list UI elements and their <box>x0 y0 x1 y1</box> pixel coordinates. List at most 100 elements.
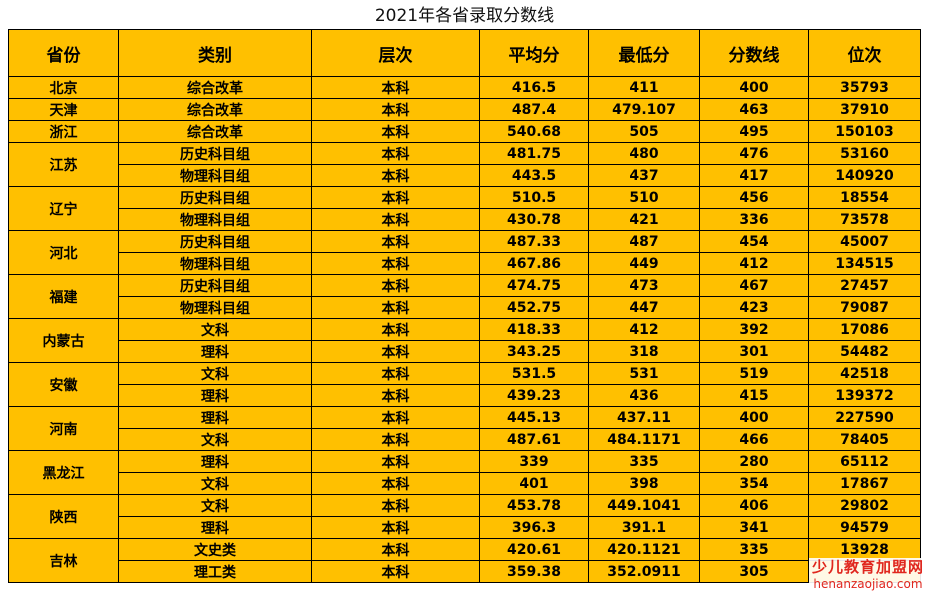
column-header-level: 层次 <box>311 29 480 77</box>
average-score-cell: 467.86 <box>479 252 589 275</box>
watermark-text: 少儿教育加盟网 <box>811 558 924 576</box>
minimum-score-cell: 487 <box>588 230 700 253</box>
average-score-cell: 474.75 <box>479 274 589 297</box>
table-row: 北京 综合改革 本科 416.5 411 400 35793 <box>8 76 921 99</box>
minimum-score-cell: 449 <box>588 252 700 275</box>
minimum-score-cell: 480 <box>588 142 700 165</box>
cutoff-line-cell: 519 <box>699 362 809 385</box>
category-cell: 文科 <box>118 494 312 517</box>
province-cell: 内蒙古 <box>8 318 119 363</box>
province-cell: 黑龙江 <box>8 450 119 495</box>
category-cell: 历史科目组 <box>118 230 312 253</box>
site-watermark: 少儿教育加盟网 henanzaojiao.com <box>809 558 927 594</box>
category-cell: 理工类 <box>118 560 312 583</box>
cutoff-line-cell: 335 <box>699 538 809 561</box>
category-cell: 理科 <box>118 516 312 539</box>
table-row: 福建 历史科目组 本科 474.75 473 467 27457 <box>8 274 921 319</box>
level-cell: 本科 <box>311 362 480 385</box>
cutoff-line-cell: 400 <box>699 406 809 429</box>
level-cell: 本科 <box>311 450 480 473</box>
province-cell: 辽宁 <box>8 186 119 231</box>
column-header-category: 类别 <box>118 29 312 77</box>
cutoff-line-cell: 476 <box>699 142 809 165</box>
average-score-cell: 339 <box>479 450 589 473</box>
rank-cell: 78405 <box>808 428 921 451</box>
category-cell: 历史科目组 <box>118 142 312 165</box>
cutoff-line-cell: 466 <box>699 428 809 451</box>
province-cell: 吉林 <box>8 538 119 583</box>
minimum-score-cell: 411 <box>588 76 700 99</box>
column-header-minimum-score: 最低分 <box>588 29 700 77</box>
cutoff-line-cell: 280 <box>699 450 809 473</box>
table-row: 文科 本科 401 398 354 17867 <box>9 472 921 495</box>
cutoff-line-cell: 400 <box>699 76 809 99</box>
minimum-score-cell: 318 <box>588 340 700 363</box>
cutoff-line-cell: 415 <box>699 384 809 407</box>
cutoff-line-cell: 392 <box>699 318 809 341</box>
average-score-cell: 359.38 <box>479 560 589 583</box>
minimum-score-cell: 436 <box>588 384 700 407</box>
province-cell: 天津 <box>8 98 119 121</box>
average-score-cell: 540.68 <box>479 120 589 143</box>
cutoff-line-cell: 354 <box>699 472 809 495</box>
province-cell: 浙江 <box>8 120 119 143</box>
level-cell: 本科 <box>311 208 480 231</box>
average-score-cell: 510.5 <box>479 186 589 209</box>
watermark-url: henanzaojiao.com <box>813 577 923 591</box>
table-row: 吉林 文史类 本科 420.61 420.1121 335 13928 <box>8 538 921 583</box>
cutoff-line-cell: 456 <box>699 186 809 209</box>
minimum-score-cell: 335 <box>588 450 700 473</box>
rank-cell: 73578 <box>808 208 921 231</box>
minimum-score-cell: 391.1 <box>588 516 700 539</box>
column-header-province: 省份 <box>8 29 119 77</box>
category-cell: 综合改革 <box>118 120 312 143</box>
table-row: 陕西 文科 本科 453.78 449.1041 406 29802 <box>8 494 921 539</box>
rank-cell: 17086 <box>808 318 921 341</box>
rank-cell: 94579 <box>808 516 921 539</box>
rank-cell: 42518 <box>808 362 921 385</box>
table-row: 理工类 本科 359.38 352.0911 305 <box>9 560 921 583</box>
rank-cell: 29802 <box>808 494 921 517</box>
level-cell: 本科 <box>311 538 480 561</box>
table-row: 河南 理科 本科 445.13 437.11 400 227590 <box>8 406 921 451</box>
average-score-cell: 401 <box>479 472 589 495</box>
level-cell: 本科 <box>311 230 480 253</box>
level-cell: 本科 <box>311 76 480 99</box>
minimum-score-cell: 531 <box>588 362 700 385</box>
cutoff-line-cell: 423 <box>699 296 809 319</box>
category-cell: 理科 <box>118 340 312 363</box>
table-row: 理科 本科 343.25 318 301 54482 <box>9 340 921 363</box>
rank-cell: 54482 <box>808 340 921 363</box>
table-row: 黑龙江 理科 本科 339 335 280 65112 <box>8 450 921 495</box>
level-cell: 本科 <box>311 296 480 319</box>
average-score-cell: 531.5 <box>479 362 589 385</box>
category-cell: 理科 <box>118 384 312 407</box>
table-row: 天津 综合改革 本科 487.4 479.107 463 37910 <box>8 98 921 121</box>
average-score-cell: 420.61 <box>479 538 589 561</box>
category-cell: 历史科目组 <box>118 186 312 209</box>
table-row: 物理科目组 本科 452.75 447 423 79087 <box>9 296 921 319</box>
cutoff-line-cell: 336 <box>699 208 809 231</box>
level-cell: 本科 <box>311 120 480 143</box>
province-cell: 北京 <box>8 76 119 99</box>
average-score-cell: 452.75 <box>479 296 589 319</box>
table-body: 北京 综合改革 本科 416.5 411 400 35793 天津 综合改革 本科 487.4 479… <box>8 76 921 583</box>
level-cell: 本科 <box>311 340 480 363</box>
category-cell: 物理科目组 <box>118 208 312 231</box>
table-row: 理科 本科 396.3 391.1 341 94579 <box>9 516 921 539</box>
category-cell: 理科 <box>118 406 312 429</box>
rank-cell: 139372 <box>808 384 921 407</box>
column-header-rank: 位次 <box>808 29 921 77</box>
cutoff-line-cell: 495 <box>699 120 809 143</box>
minimum-score-cell: 412 <box>588 318 700 341</box>
page-title: 2021年各省录取分数线 <box>374 6 555 26</box>
level-cell: 本科 <box>311 142 480 165</box>
rank-cell: 140920 <box>808 164 921 187</box>
average-score-cell: 418.33 <box>479 318 589 341</box>
minimum-score-cell: 421 <box>588 208 700 231</box>
cutoff-line-cell: 305 <box>699 560 809 583</box>
rank-cell: 37910 <box>808 98 921 121</box>
category-cell: 物理科目组 <box>118 296 312 319</box>
level-cell: 本科 <box>311 252 480 275</box>
rank-cell: 65112 <box>808 450 921 473</box>
